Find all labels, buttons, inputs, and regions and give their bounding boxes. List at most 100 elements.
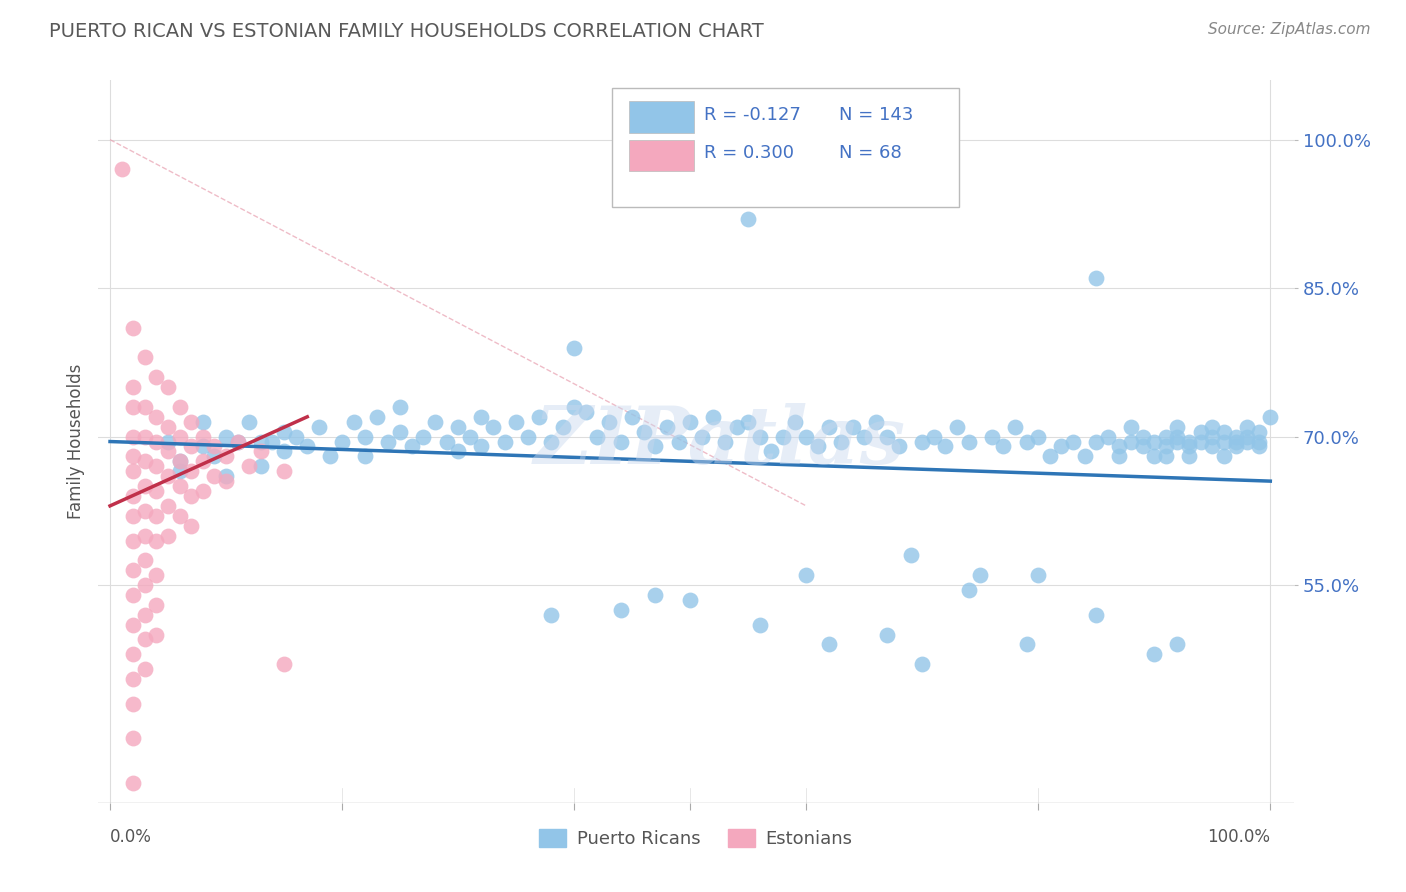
Text: R = -0.127: R = -0.127: [704, 106, 801, 124]
Point: [226, 434, 249, 449]
Point: [690, 429, 713, 443]
Point: [1004, 419, 1026, 434]
Point: [900, 549, 922, 563]
Point: [389, 425, 412, 439]
Point: [134, 504, 156, 518]
Point: [1039, 450, 1062, 464]
Text: 0.0%: 0.0%: [110, 828, 152, 846]
Point: [1108, 440, 1130, 454]
Text: N = 68: N = 68: [839, 145, 903, 162]
Point: [122, 672, 145, 686]
Point: [1143, 648, 1166, 662]
Point: [655, 419, 678, 434]
Point: [447, 444, 470, 458]
Point: [911, 657, 934, 672]
Point: [157, 444, 180, 458]
Point: [853, 429, 876, 443]
Point: [122, 320, 145, 334]
Point: [1225, 440, 1247, 454]
Point: [540, 607, 562, 622]
Point: [794, 429, 817, 443]
Y-axis label: Family Households: Family Households: [66, 364, 84, 519]
Point: [122, 563, 145, 577]
Point: [122, 731, 145, 746]
Point: [458, 429, 481, 443]
Point: [644, 588, 666, 602]
Point: [122, 508, 145, 523]
Point: [226, 434, 249, 449]
Point: [1212, 434, 1234, 449]
Point: [145, 459, 167, 474]
Point: [1062, 434, 1084, 449]
Point: [1166, 429, 1188, 443]
Point: [111, 162, 134, 177]
Point: [122, 429, 145, 443]
Point: [529, 409, 551, 424]
Point: [1097, 429, 1119, 443]
Point: [1201, 419, 1223, 434]
Point: [1154, 440, 1177, 454]
Point: [157, 528, 180, 542]
Point: [250, 434, 273, 449]
Point: [308, 419, 330, 434]
Point: [343, 415, 366, 429]
Text: R = 0.300: R = 0.300: [704, 145, 794, 162]
Point: [191, 440, 214, 454]
Point: [748, 429, 770, 443]
Point: [1189, 434, 1212, 449]
Text: 100.0%: 100.0%: [1208, 828, 1270, 846]
Point: [1201, 429, 1223, 443]
Point: [297, 440, 319, 454]
Point: [737, 211, 759, 226]
Point: [876, 429, 898, 443]
Point: [1212, 450, 1234, 464]
Point: [447, 419, 470, 434]
Point: [934, 440, 956, 454]
Point: [609, 603, 631, 617]
Point: [540, 434, 562, 449]
Point: [122, 588, 145, 602]
Point: [586, 429, 609, 443]
Point: [679, 593, 702, 607]
Point: [204, 450, 226, 464]
Text: Source: ZipAtlas.com: Source: ZipAtlas.com: [1208, 22, 1371, 37]
Point: [783, 415, 806, 429]
Legend: Puerto Ricans, Estonians: Puerto Ricans, Estonians: [531, 822, 860, 855]
Point: [180, 415, 202, 429]
Point: [273, 464, 295, 478]
Point: [1247, 434, 1270, 449]
Point: [1166, 434, 1188, 449]
Point: [551, 419, 574, 434]
Point: [1119, 434, 1142, 449]
Point: [145, 434, 167, 449]
Point: [1236, 429, 1258, 443]
Point: [946, 419, 969, 434]
FancyBboxPatch shape: [628, 101, 693, 133]
Point: [865, 415, 887, 429]
Point: [122, 400, 145, 414]
Point: [250, 444, 273, 458]
Point: [1189, 425, 1212, 439]
Point: [1015, 637, 1038, 651]
Point: [273, 657, 295, 672]
Point: [238, 459, 260, 474]
Point: [1225, 434, 1247, 449]
Point: [330, 434, 353, 449]
Point: [1143, 450, 1166, 464]
Point: [423, 415, 446, 429]
Point: [887, 440, 910, 454]
Point: [134, 479, 156, 493]
Point: [180, 518, 202, 533]
Point: [180, 440, 202, 454]
Point: [1258, 409, 1281, 424]
Point: [169, 454, 191, 468]
Point: [575, 405, 598, 419]
Point: [818, 637, 841, 651]
Point: [1132, 440, 1154, 454]
Point: [1154, 450, 1177, 464]
Point: [122, 697, 145, 711]
Point: [169, 454, 191, 468]
Point: [794, 568, 817, 582]
Point: [122, 464, 145, 478]
Point: [122, 380, 145, 394]
